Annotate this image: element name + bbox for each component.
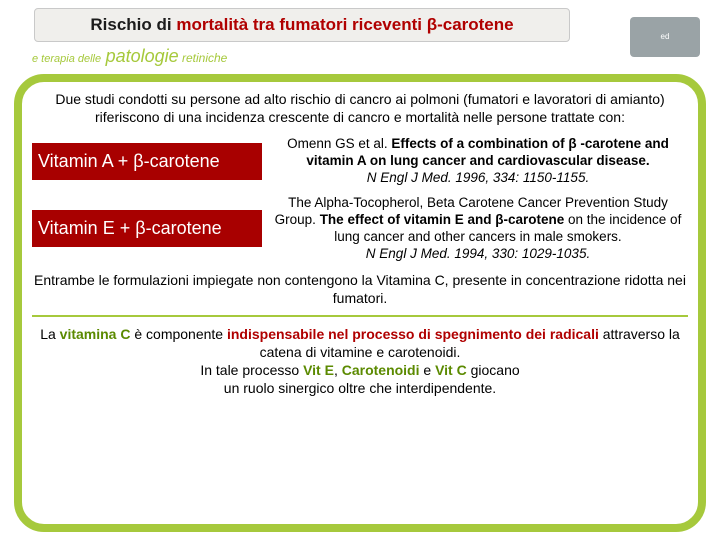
ref-a-journal: N Engl J Med. 1996, 334: 1150-1155.	[367, 170, 589, 185]
c-red: indispensabile nel processo di spegnimen…	[227, 326, 599, 342]
subtitle-suf: retiniche	[179, 51, 228, 65]
subtitle-pre: e terapia	[32, 53, 78, 65]
logo-text: ed	[661, 33, 670, 41]
title-highlight: mortalità tra fumatori riceventi β-carot…	[176, 15, 513, 34]
c-carot: Carotenoidi	[342, 362, 420, 378]
slide-title: Rischio di mortalità tra fumatori riceve…	[34, 8, 570, 42]
ref-a-pre: Omenn GS et al.	[287, 136, 391, 151]
ref-b-journal: N Engl J Med. 1994, 330: 1029-1035.	[366, 246, 590, 261]
subtitle-main: patologie	[106, 46, 179, 66]
c-vitc2: Vit C	[435, 362, 467, 378]
brand-logo: ed	[630, 17, 700, 57]
intro-text: Due studi condotti su persone ad alto ri…	[32, 90, 688, 126]
c-last: un ruolo sinergico oltre che interdipend…	[224, 380, 496, 396]
note-vitamin-c: Entrambe le formulazioni impiegate non c…	[32, 271, 688, 307]
ref-b-bold: The effect of vitamin E and β-carotene	[320, 212, 565, 227]
c-part: ,	[334, 362, 342, 378]
content-area: Due studi condotti su persone ad alto ri…	[32, 90, 688, 524]
study-row: Vitamin E + β-carotene The Alpha-Tocophe…	[32, 195, 688, 263]
c-part: è componente	[130, 326, 227, 342]
c-part: La	[40, 326, 59, 342]
c-part: In tale processo	[200, 362, 303, 378]
title-prefix: Rischio di	[90, 15, 176, 34]
series-subtitle: e terapia delle patologie retiniche	[32, 46, 227, 67]
c-part: e	[420, 362, 436, 378]
treatment-pill-b: Vitamin E + β-carotene	[32, 210, 262, 247]
subtitle-delle: delle	[78, 53, 101, 65]
separator	[32, 315, 688, 317]
c-vite: Vit E	[303, 362, 334, 378]
reference-a: Omenn GS et al. Effects of a combination…	[262, 136, 688, 187]
reference-b: The Alpha-Tocopherol, Beta Carotene Canc…	[262, 195, 688, 263]
treatment-pill-a: Vitamin A + β-carotene	[32, 143, 262, 180]
conclusion-text: La vitamina C è componente indispensabil…	[32, 325, 688, 398]
c-vitc: vitamina C	[60, 326, 131, 342]
study-row: Vitamin A + β-carotene Omenn GS et al. E…	[32, 136, 688, 187]
c-part: giocano	[467, 362, 520, 378]
